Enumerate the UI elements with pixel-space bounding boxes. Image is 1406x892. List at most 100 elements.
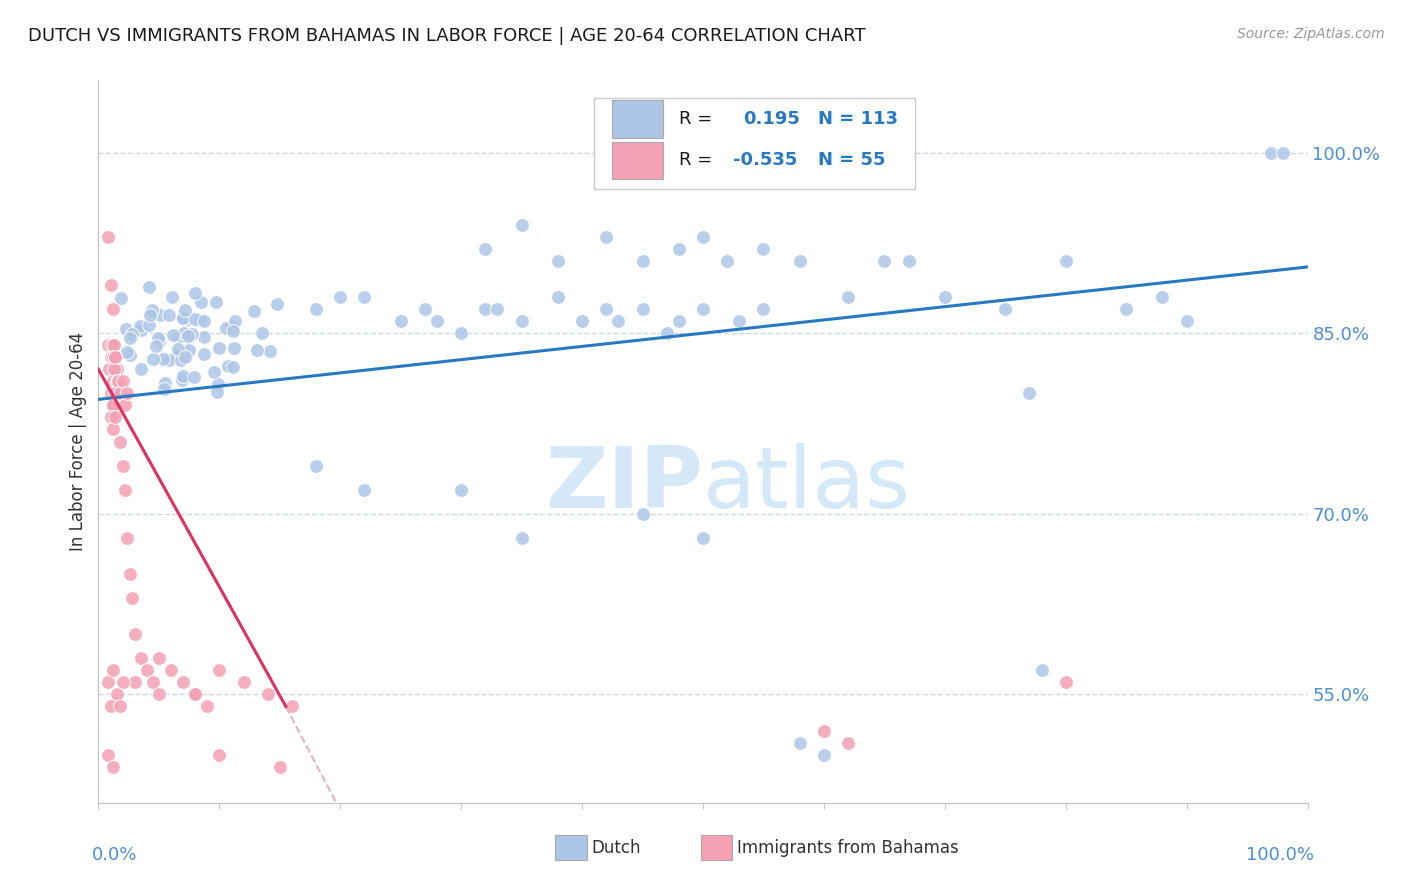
Point (193, 314, 215, 328)
Point (100, 398, 122, 412)
Point (208, 747, 231, 762)
Point (97, 338, 120, 352)
Point (389, 314, 412, 328)
Point (104, 351, 127, 365)
Point (184, 687, 207, 701)
Point (138, 318, 160, 333)
Point (221, 320, 243, 334)
Point (142, 351, 165, 366)
Point (173, 312, 195, 326)
Point (124, 627, 146, 641)
Point (266, 297, 288, 311)
Point (202, 365, 225, 379)
Point (813, 747, 835, 762)
Point (108, 374, 131, 388)
Point (1115, 301, 1137, 317)
Point (184, 687, 207, 701)
Point (111, 458, 134, 473)
Point (195, 699, 218, 714)
Point (183, 369, 205, 384)
Text: N = 113: N = 113 (818, 110, 898, 128)
Text: -0.535: -0.535 (734, 152, 797, 169)
Point (97, 229, 120, 244)
Point (131, 362, 153, 376)
Point (222, 341, 245, 355)
Point (217, 359, 239, 374)
Point (177, 343, 200, 358)
Point (1031, 664, 1053, 678)
Point (789, 253, 811, 268)
Text: DUTCH VS IMMIGRANTS FROM BAHAMAS IN LABOR FORCE | AGE 20-64 CORRELATION CHART: DUTCH VS IMMIGRANTS FROM BAHAMAS IN LABO… (28, 27, 866, 45)
Point (162, 328, 184, 343)
Point (897, 253, 920, 268)
Point (101, 351, 124, 365)
Point (1272, 145, 1295, 160)
Point (184, 312, 207, 326)
Point (207, 384, 229, 399)
Point (571, 314, 593, 328)
Point (176, 329, 198, 343)
Point (1054, 253, 1077, 268)
Point (174, 350, 197, 364)
Point (129, 318, 152, 333)
Point (1054, 675, 1077, 690)
Text: R =: R = (679, 110, 718, 128)
Point (190, 295, 212, 310)
Point (450, 483, 472, 497)
Point (450, 326, 472, 341)
Point (181, 327, 204, 342)
Point (100, 410, 122, 425)
Point (148, 651, 170, 665)
Point (510, 531, 533, 545)
Point (607, 314, 630, 328)
Point (752, 242, 775, 256)
Point (215, 321, 238, 335)
Point (101, 760, 124, 774)
Point (224, 314, 246, 328)
Point (100, 338, 122, 352)
Point (105, 374, 128, 388)
Point (121, 591, 143, 605)
Point (208, 664, 231, 678)
Point (668, 314, 690, 328)
Point (1175, 314, 1198, 328)
Text: 0.0%: 0.0% (93, 847, 138, 864)
Point (145, 338, 167, 352)
Point (789, 735, 811, 749)
Point (103, 362, 125, 376)
Point (135, 664, 157, 678)
Point (353, 483, 375, 497)
Point (486, 301, 509, 317)
Text: Source: ZipAtlas.com: Source: ZipAtlas.com (1237, 27, 1385, 41)
Point (142, 675, 165, 690)
Point (510, 218, 533, 232)
Point (114, 483, 136, 497)
FancyBboxPatch shape (555, 835, 586, 860)
Text: N = 55: N = 55 (818, 152, 886, 169)
FancyBboxPatch shape (613, 142, 664, 179)
Point (107, 374, 129, 388)
Y-axis label: In Labor Force | Age 20-64: In Labor Force | Age 20-64 (69, 332, 87, 551)
Point (692, 301, 714, 317)
Point (104, 351, 127, 365)
Point (173, 303, 195, 318)
Point (146, 331, 169, 345)
Point (716, 253, 738, 268)
Point (105, 687, 128, 701)
Point (173, 326, 195, 340)
Point (104, 386, 127, 401)
Point (172, 311, 194, 326)
Point (153, 382, 176, 396)
FancyBboxPatch shape (700, 835, 733, 860)
Point (124, 675, 146, 690)
Point (114, 398, 136, 412)
Point (207, 377, 229, 392)
Point (131, 323, 153, 337)
Point (118, 331, 141, 345)
Point (1018, 386, 1040, 401)
Point (107, 386, 129, 401)
Point (172, 369, 194, 384)
Point (752, 301, 775, 317)
Point (190, 313, 212, 327)
Point (692, 531, 714, 545)
